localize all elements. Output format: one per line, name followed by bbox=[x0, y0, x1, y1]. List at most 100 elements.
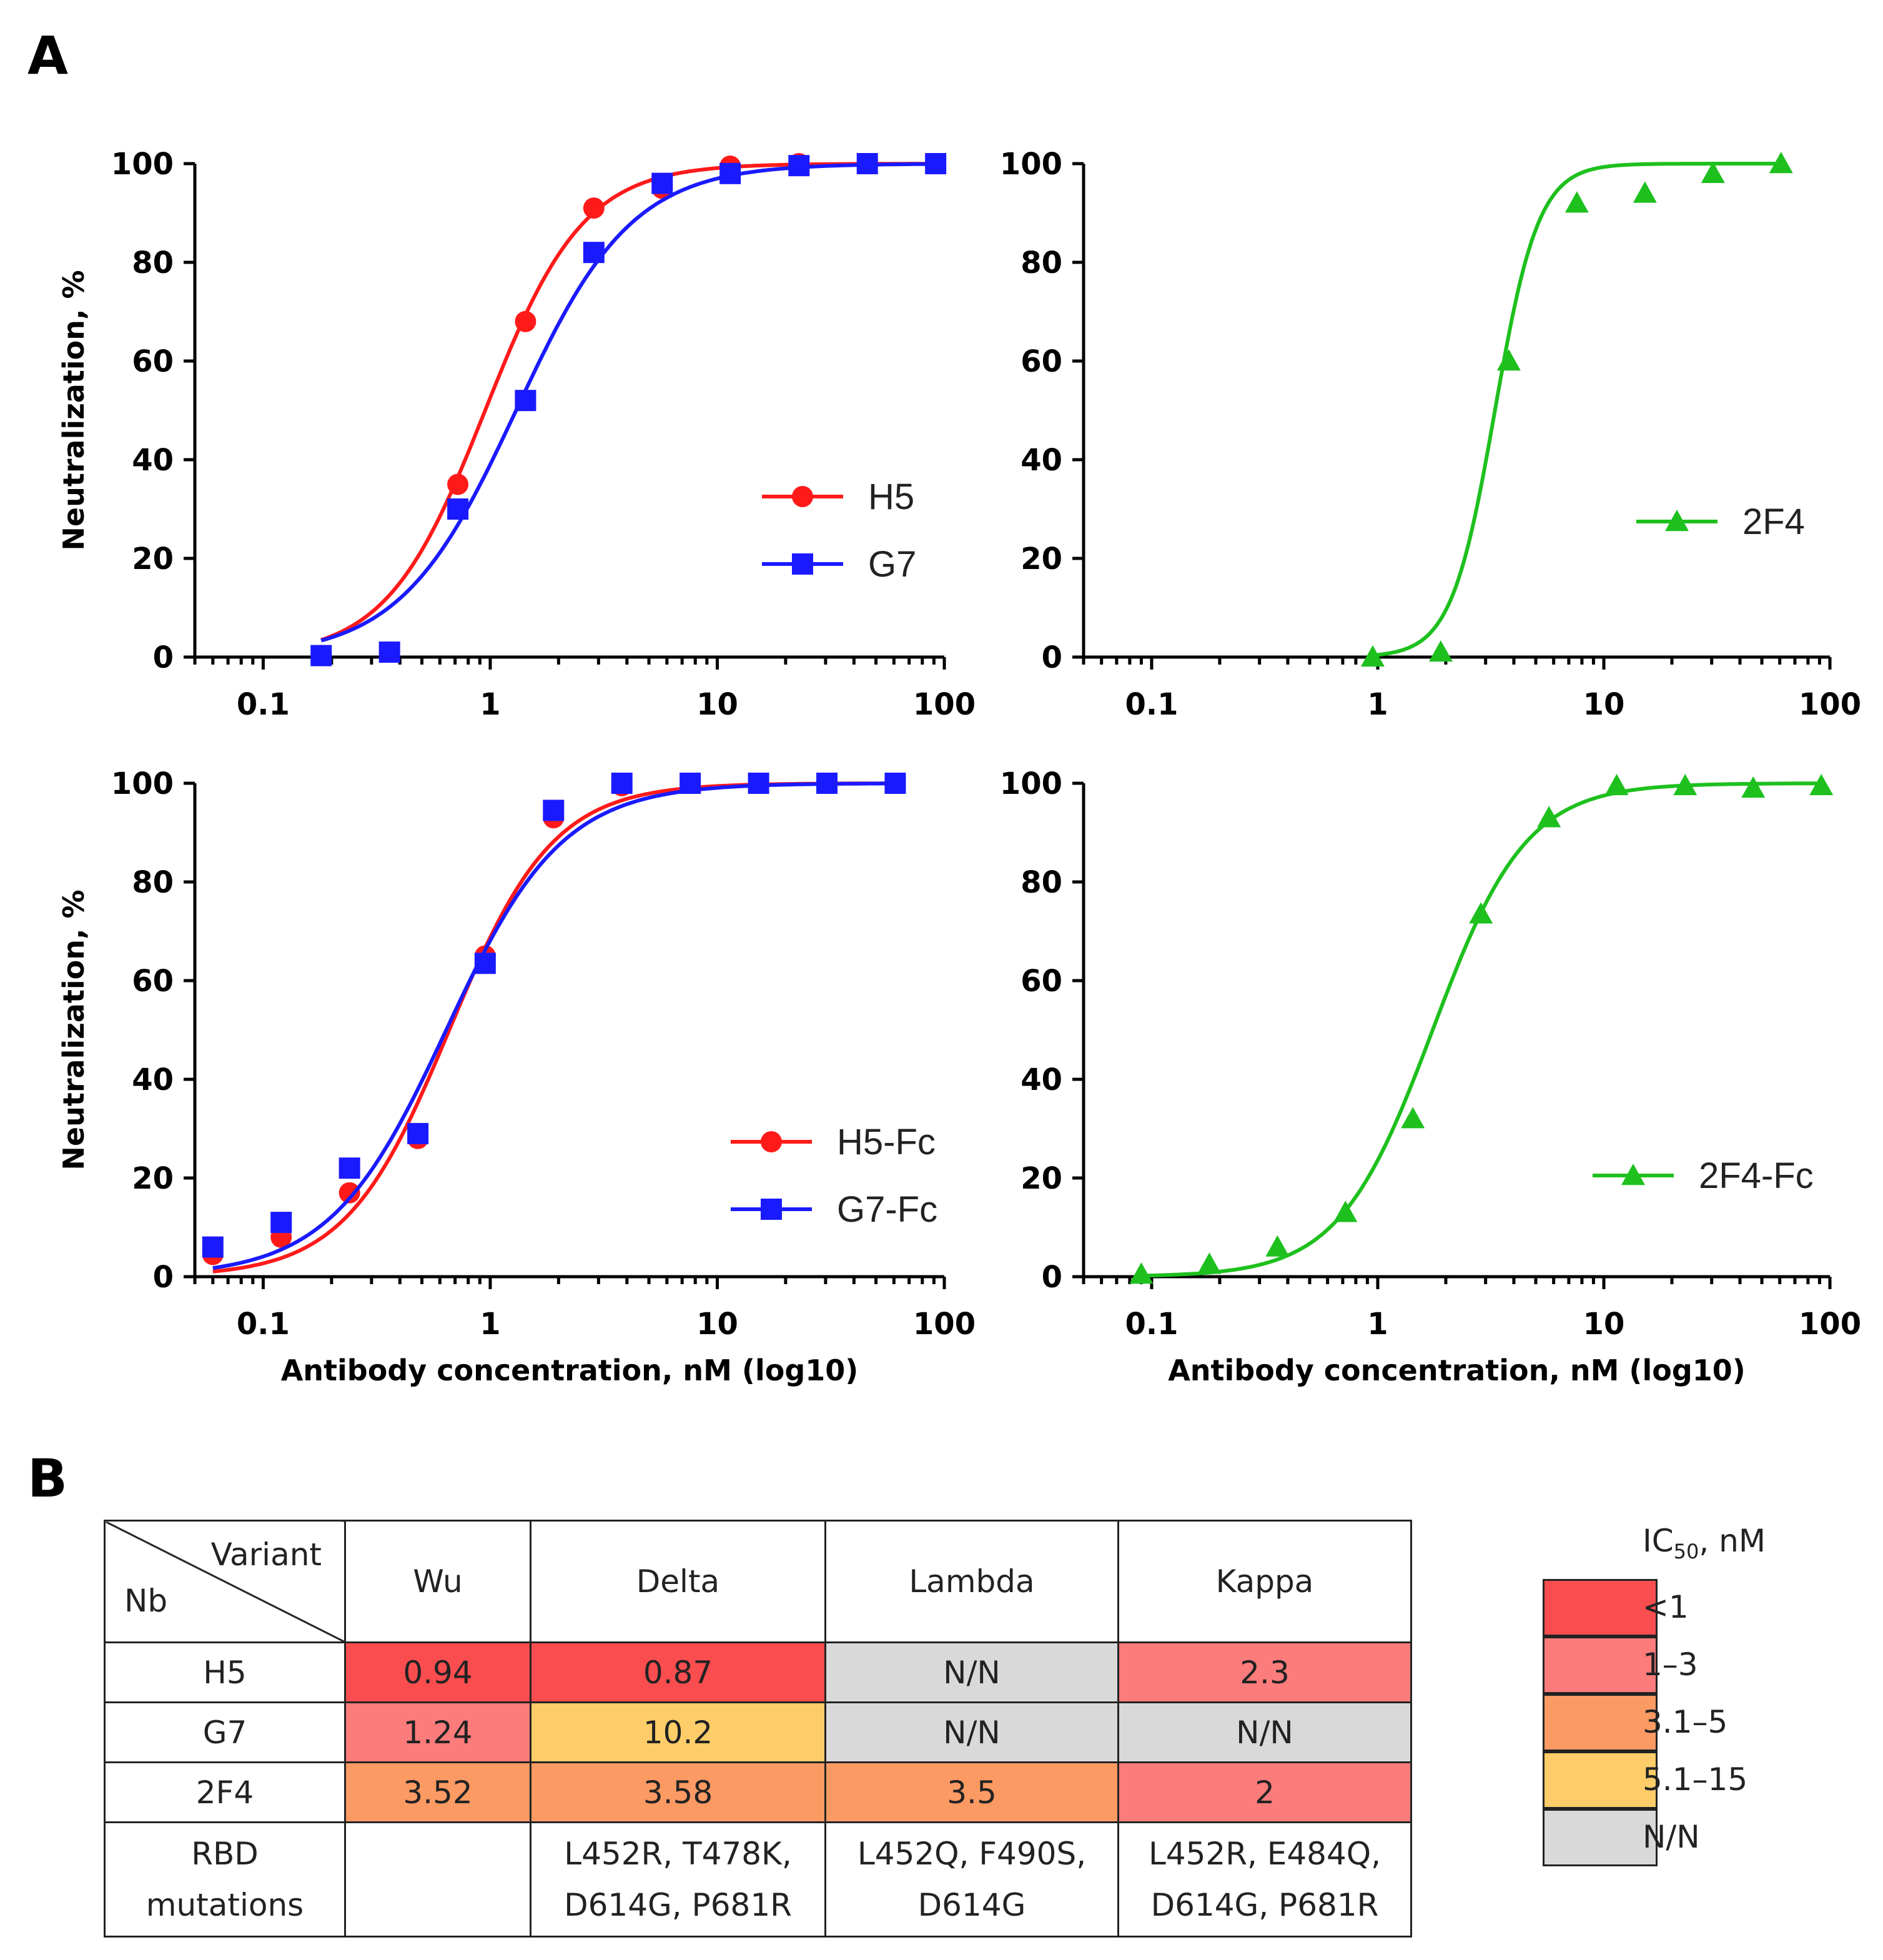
data-point bbox=[202, 1236, 224, 1258]
chart-panel-3: 0 20 40 60 80 100 0.1 1 10 100 Neutralization, % An… bbox=[57, 766, 976, 1387]
x-axis-label: Antibody concentration, nM (log10) bbox=[1168, 1354, 1746, 1387]
legend-swatch bbox=[1543, 1579, 1658, 1636]
data-point bbox=[1673, 773, 1698, 796]
y-tick-label: 100 bbox=[111, 147, 174, 182]
data-point bbox=[1265, 1235, 1290, 1257]
legend-label: 3.1–5 bbox=[1643, 1704, 1728, 1740]
legend-swatch bbox=[1543, 1751, 1658, 1809]
mutations-cell: L452Q, F490S, D614G bbox=[824, 1821, 1119, 1938]
data-point bbox=[1401, 1107, 1425, 1129]
y-tick-label: 20 bbox=[1021, 1161, 1062, 1196]
chart-panel-4: 0 20 40 60 80 100 0.1 1 10 100 Antibody concentrat… bbox=[1000, 766, 1861, 1387]
ic50-cell: 3.5 bbox=[824, 1761, 1119, 1823]
x-tick-label: 10 bbox=[696, 687, 738, 722]
fit-curve bbox=[1141, 781, 1822, 1278]
data-point bbox=[474, 953, 496, 974]
legend-swatch bbox=[1543, 1636, 1658, 1694]
data-point bbox=[719, 162, 741, 184]
legend-swatch bbox=[1543, 1694, 1658, 1751]
legend-label: N/N bbox=[1643, 1819, 1700, 1855]
data-point bbox=[1741, 776, 1766, 798]
ic50-table: Variant Nb Wu Delta Lambda Kappa H5 0.94… bbox=[104, 1520, 1412, 1938]
y-tick-label: 80 bbox=[1021, 245, 1062, 280]
fit-curve bbox=[320, 162, 936, 642]
series-g7 bbox=[310, 153, 947, 666]
x-tick-label: 10 bbox=[1583, 1307, 1625, 1342]
fit-curve bbox=[212, 781, 896, 1274]
x-tick-label: 100 bbox=[1799, 1307, 1861, 1342]
x-tick-label: 0.1 bbox=[237, 687, 290, 722]
x-tick-label: 0.1 bbox=[237, 1307, 290, 1342]
y-tick-label: 40 bbox=[132, 443, 174, 478]
legend-title: IC50, nM bbox=[1643, 1523, 1766, 1563]
data-point bbox=[378, 641, 400, 663]
data-point bbox=[1360, 645, 1385, 667]
data-point bbox=[1129, 1262, 1154, 1284]
ic50-cell: N/N bbox=[824, 1641, 1119, 1703]
y-tick-label: 60 bbox=[132, 964, 174, 999]
row-label: G7 bbox=[104, 1701, 346, 1763]
y-tick-label: 0 bbox=[153, 640, 174, 675]
column-header-lambda: Lambda bbox=[824, 1520, 1119, 1643]
row-label: 2F4 bbox=[104, 1761, 346, 1823]
x-tick-label: 100 bbox=[913, 687, 976, 722]
y-tick-label: 100 bbox=[1000, 766, 1062, 801]
chart-panel-1: 0 20 40 60 80 100 0.1 1 10 100 Neutralization, % H5… bbox=[57, 147, 976, 722]
data-point bbox=[680, 773, 701, 794]
ic50-cell: 2.3 bbox=[1117, 1641, 1412, 1703]
legend-marker bbox=[761, 1199, 782, 1220]
data-point bbox=[748, 773, 769, 794]
legend-label: 5.1–15 bbox=[1643, 1761, 1748, 1798]
data-point bbox=[1333, 1200, 1358, 1222]
legend-entry: 2F4-Fc bbox=[1593, 1156, 1814, 1196]
legend-entry: G7-Fc bbox=[731, 1189, 937, 1230]
y-tick-label: 80 bbox=[1021, 865, 1062, 900]
table-row-2f4: 2F4 3.52 3.58 3.5 2 bbox=[104, 1761, 1412, 1823]
x-tick-label: 100 bbox=[1799, 687, 1861, 722]
series-g7-fc bbox=[202, 773, 906, 1270]
data-point bbox=[1809, 773, 1834, 796]
mutations-cell: L452R, E484Q, D614G, P681R bbox=[1117, 1821, 1412, 1938]
legend-label: G7-Fc bbox=[837, 1189, 937, 1230]
x-tick-label: 0.1 bbox=[1125, 1307, 1178, 1342]
data-point bbox=[339, 1157, 360, 1179]
legend-marker bbox=[792, 486, 813, 507]
x-tick-label: 1 bbox=[480, 1307, 500, 1342]
y-tick-label: 20 bbox=[1021, 542, 1062, 577]
series-h5 bbox=[310, 153, 947, 666]
table-row-h5: H5 0.94 0.87 N/N 2.3 bbox=[104, 1641, 1412, 1703]
y-tick-label: 0 bbox=[1042, 1260, 1062, 1295]
data-point bbox=[583, 197, 605, 219]
table-row-mutations: RBD mutations L452R, T478K, D614G, P681R L… bbox=[104, 1821, 1412, 1938]
data-point bbox=[1633, 181, 1657, 203]
data-point bbox=[856, 153, 878, 174]
y-axis-label: Neutralization, % bbox=[57, 889, 91, 1170]
ic50-cell: N/N bbox=[824, 1701, 1119, 1763]
mutations-cell: L452R, T478K, D614G, P681R bbox=[530, 1821, 826, 1938]
legend-marker bbox=[761, 1131, 782, 1152]
data-point bbox=[515, 310, 536, 332]
data-point bbox=[1604, 773, 1629, 796]
data-point bbox=[515, 390, 536, 412]
y-tick-label: 80 bbox=[132, 865, 174, 900]
ic50-cell: 3.52 bbox=[344, 1761, 531, 1823]
fit-curve bbox=[320, 162, 936, 643]
x-tick-label: 100 bbox=[913, 1307, 976, 1342]
mutations-cell bbox=[344, 1821, 531, 1938]
data-point bbox=[310, 645, 332, 666]
data-point bbox=[447, 473, 469, 495]
data-point bbox=[543, 799, 565, 821]
series-2f4-fc bbox=[1129, 773, 1834, 1284]
fit-curve bbox=[212, 781, 896, 1270]
fit-curve bbox=[1372, 162, 1781, 658]
x-axis-label: Antibody concentration, nM (log10) bbox=[281, 1354, 859, 1387]
panel-label-b: B bbox=[27, 1448, 68, 1509]
legend-marker bbox=[1621, 1164, 1645, 1185]
data-point bbox=[583, 242, 605, 264]
y-tick-label: 60 bbox=[1021, 964, 1062, 999]
legend-label: 2F4-Fc bbox=[1699, 1156, 1814, 1196]
legend-marker bbox=[792, 553, 813, 575]
data-point bbox=[884, 773, 906, 794]
x-tick-label: 10 bbox=[1583, 687, 1625, 722]
data-point bbox=[611, 773, 633, 794]
